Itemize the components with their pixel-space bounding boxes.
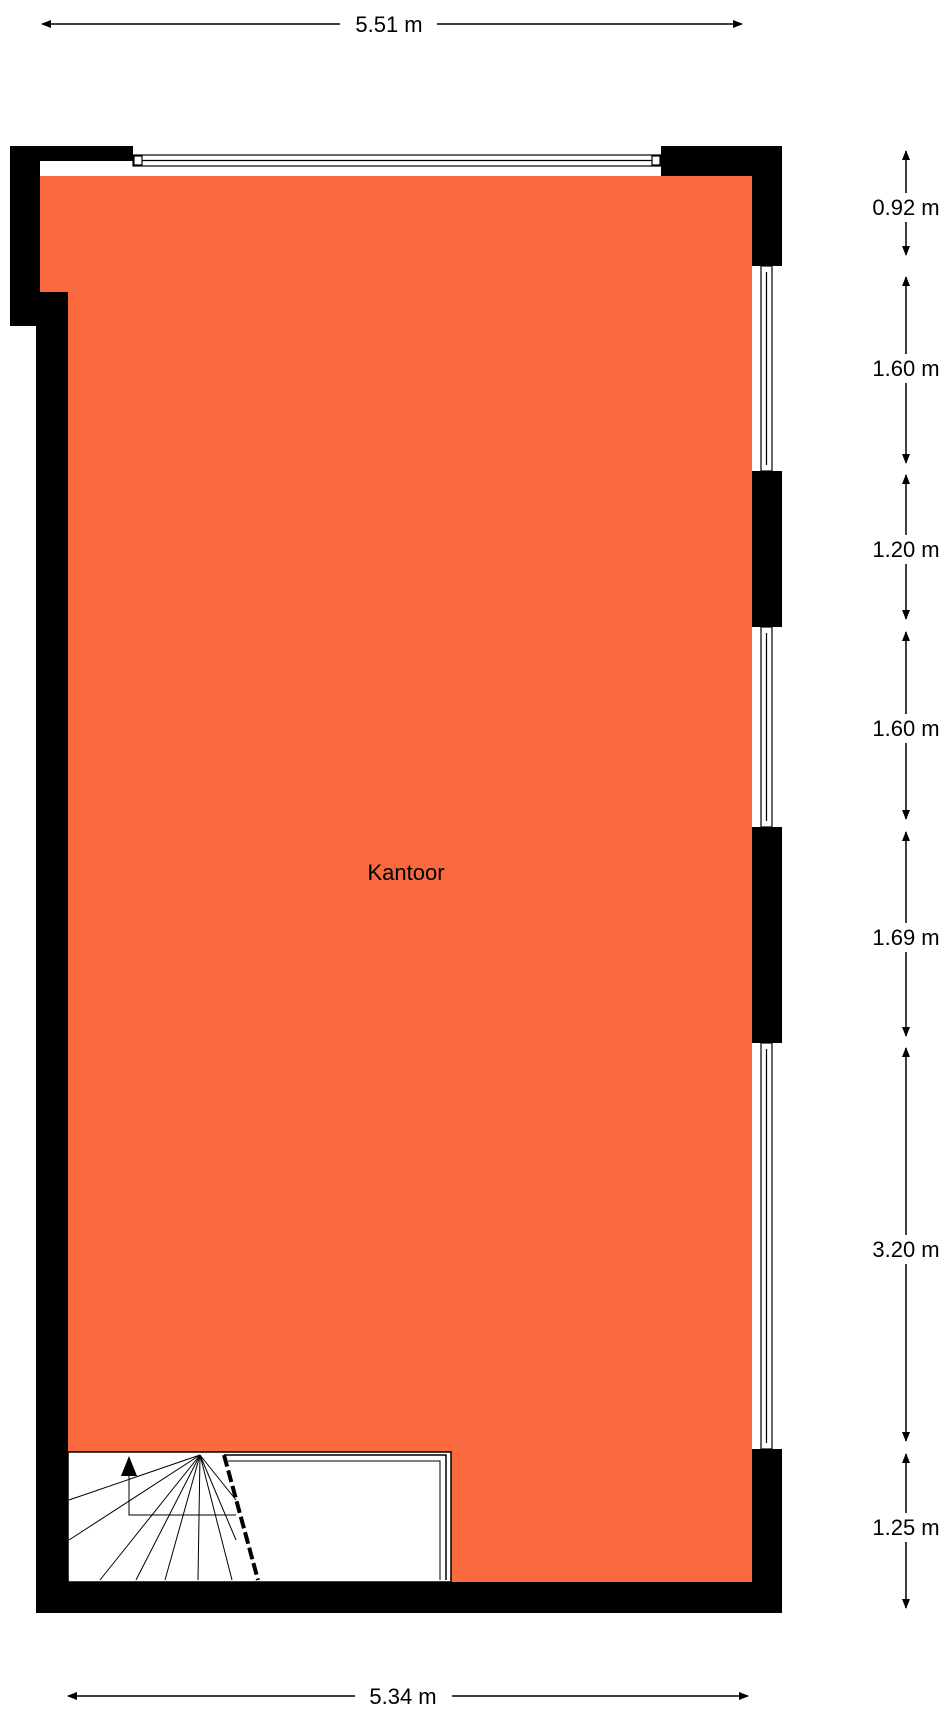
- room-label: Kantoor: [367, 860, 444, 885]
- window-east-2: [760, 626, 773, 828]
- window-north: [132, 154, 662, 167]
- east-wall-pier-2: [750, 827, 782, 1043]
- north-west-corner: [36, 292, 68, 328]
- walls: [10, 146, 782, 1613]
- stair-landing-inner: [228, 1460, 441, 1580]
- dimension-top-label: 5.51 m: [355, 12, 422, 37]
- window-east-3: [760, 1042, 773, 1450]
- dimension-right-label-4: 1.60 m: [872, 716, 939, 741]
- stair-stringer: [222, 1454, 260, 1581]
- dimension-right-label-2: 1.60 m: [872, 356, 939, 381]
- stair-landing-edge: [224, 1454, 447, 1580]
- east-wall-top: [752, 146, 782, 266]
- east-wall-pier-1: [750, 471, 782, 627]
- staircase-icon: [67, 1451, 452, 1583]
- arrow-up-icon: [121, 1456, 137, 1476]
- dimension-right-labels: 0.92 m 1.60 m 1.20 m 1.60 m 1.69 m 3.20 …: [872, 195, 939, 1540]
- west-wall: [36, 292, 68, 1612]
- dimension-top: 5.51 m: [41, 12, 743, 37]
- floor-area: [40, 176, 752, 1582]
- dimension-bottom-label: 5.34 m: [369, 1684, 436, 1709]
- window-east-1: [760, 265, 773, 472]
- dimension-right-label-5: 1.69 m: [872, 925, 939, 950]
- windows: [132, 154, 773, 1450]
- dimension-right-label-1: 0.92 m: [872, 195, 939, 220]
- dimension-bottom: 5.34 m: [67, 1684, 749, 1709]
- south-wall: [36, 1582, 782, 1613]
- stair-treads: [68, 1454, 237, 1581]
- dimension-right-label-7: 1.25 m: [872, 1515, 939, 1540]
- dimension-right-label-6: 3.20 m: [872, 1237, 939, 1262]
- north-west-notch: [10, 146, 40, 326]
- dimension-right-label-3: 1.20 m: [872, 537, 939, 562]
- stair-walk-line: [128, 1468, 236, 1516]
